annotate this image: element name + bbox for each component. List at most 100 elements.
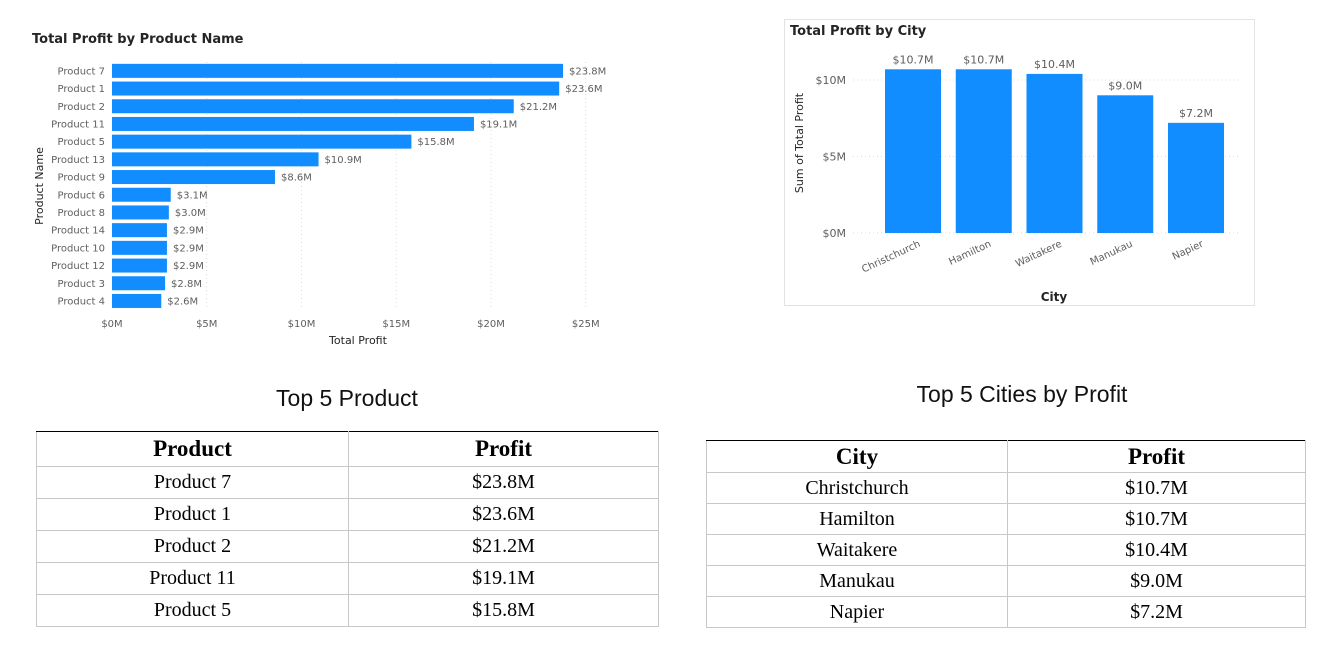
profit-cell: $21.2M <box>348 530 659 563</box>
table-row: Christchurch $10.7M <box>706 472 1306 504</box>
category-label: Product 9 <box>57 173 105 184</box>
data-label: $10.7M <box>893 53 934 66</box>
category-label: Hamilton <box>947 239 993 268</box>
y-tick-label: $10M <box>816 74 847 87</box>
data-label: $15.8M <box>417 137 454 148</box>
x-tick-label: $10M <box>288 319 316 330</box>
bar <box>1097 95 1154 233</box>
bar <box>1168 122 1224 233</box>
product-chart-bars <box>112 63 564 308</box>
products-table-heading: Top 5 Product <box>276 385 418 411</box>
city-profit-bar-chart: Total Profit by City $10.7M $10.7M $10.4M $… <box>790 24 1240 304</box>
table-row: Product 7 $23.8M <box>36 466 659 499</box>
product-chart-category-labels: Product 7 Product 1 Product 2 Product 11 Pro… <box>51 66 105 307</box>
city-chart-y-tick-labels: $0M $5M $10M <box>816 74 847 240</box>
city-chart-x-axis-title: City <box>1041 290 1068 304</box>
bar <box>112 293 162 308</box>
data-label: $7.2M <box>1179 107 1213 120</box>
data-label: $23.8M <box>569 66 606 77</box>
x-tick-label: $20M <box>477 319 505 330</box>
category-label: Product 13 <box>51 155 105 166</box>
category-label: Waitakere <box>1014 239 1064 270</box>
data-label: $10.7M <box>963 53 1004 66</box>
category-label: Manukau <box>1089 239 1135 268</box>
products-table: Product Profit Product 7 $23.8M Product 1… <box>36 431 659 627</box>
x-tick-label: $0M <box>101 319 122 330</box>
category-label: Product 10 <box>51 243 105 254</box>
profit-cell: $15.8M <box>348 594 659 627</box>
bar <box>112 81 560 96</box>
data-label: $8.6M <box>281 173 312 184</box>
category-label: Product 7 <box>57 66 105 77</box>
category-label: Product 4 <box>57 296 105 307</box>
bar <box>112 170 275 185</box>
cities-table: City Profit Christchurch $10.7M Hamilton $… <box>706 440 1306 628</box>
product-cell: Product 5 <box>36 594 349 627</box>
city-chart-bars <box>885 69 1224 233</box>
bar <box>112 205 169 220</box>
bar <box>1026 73 1083 233</box>
category-label: Product 11 <box>51 119 105 130</box>
data-label: $10.4M <box>1034 58 1075 71</box>
bar <box>112 240 167 255</box>
data-label: $21.2M <box>520 102 557 113</box>
bar <box>112 276 166 291</box>
x-tick-label: $5M <box>196 319 217 330</box>
product-cell: Product 1 <box>36 498 349 531</box>
column-header-profit: Profit <box>1007 440 1306 473</box>
column-header-product: Product <box>36 431 349 467</box>
data-label: $3.1M <box>177 190 208 201</box>
x-tick-label: $25M <box>572 319 600 330</box>
city-cell: Manukau <box>706 565 1008 597</box>
data-label: $19.1M <box>480 119 517 130</box>
category-label: Christchurch <box>860 239 922 276</box>
data-label: $10.9M <box>325 155 362 166</box>
category-label: Product 3 <box>57 279 105 290</box>
bar <box>112 223 167 238</box>
bar <box>112 134 412 149</box>
x-tick-label: $15M <box>382 319 410 330</box>
bar <box>885 69 941 233</box>
city-cell: Christchurch <box>706 472 1008 504</box>
bar <box>955 69 1012 233</box>
category-label: Product 1 <box>57 84 105 95</box>
table-row: Hamilton $10.7M <box>706 503 1306 535</box>
bar <box>112 187 171 202</box>
data-label: $23.6M <box>565 84 602 95</box>
table-row: Manukau $9.0M <box>706 565 1306 597</box>
data-label: $2.8M <box>171 279 202 290</box>
profit-cell: $23.8M <box>348 466 659 499</box>
profit-cell: $19.1M <box>348 562 659 595</box>
product-chart-x-tick-labels: $0M $5M $10M $15M $20M $25M <box>101 319 599 330</box>
table-row: Product 5 $15.8M <box>36 594 659 627</box>
table-row: Napier $7.2M <box>706 596 1306 628</box>
product-profit-bar-chart: Total Profit by Product Name Product 7Pr… <box>32 32 606 347</box>
data-label: $2.9M <box>173 243 204 254</box>
category-label: Napier <box>1171 238 1206 262</box>
column-header-profit: Profit <box>348 431 659 467</box>
city-chart-y-axis-title: Sum of Total Profit <box>793 92 806 193</box>
category-label: Product 14 <box>51 226 105 237</box>
city-profit-chart-panel: Total Profit by City $10.7M $10.7M $10.4M $… <box>784 19 1255 306</box>
bar <box>112 99 514 114</box>
city-chart-category-labels: Christchurch Hamilton Waitakere Manukau Napi… <box>860 238 1206 275</box>
bar <box>112 116 474 131</box>
data-label: $2.9M <box>173 226 204 237</box>
city-chart-data-labels: $10.7M $10.7M $10.4M $9.0M $7.2M <box>893 53 1213 120</box>
city-cell: Hamilton <box>706 503 1008 535</box>
bar <box>112 63 564 78</box>
table-row: Product 1 $23.6M <box>36 498 659 531</box>
bar <box>112 258 167 273</box>
table-row: Product 11 $19.1M <box>36 562 659 595</box>
product-cell: Product 2 <box>36 530 349 563</box>
product-chart-grid <box>206 62 587 310</box>
category-label: Product 2 <box>57 102 105 113</box>
table-header-row: Product Profit <box>36 431 659 467</box>
product-cell: Product 7 <box>36 466 349 499</box>
city-chart-title: Total Profit by City <box>790 24 927 39</box>
data-label: $3.0M <box>175 208 206 219</box>
product-chart-y-axis-title: Product Name <box>33 147 46 225</box>
profit-cell: $23.6M <box>348 498 659 531</box>
table-row: Product 2 $21.2M <box>36 530 659 563</box>
profit-cell: $10.7M <box>1007 472 1306 504</box>
